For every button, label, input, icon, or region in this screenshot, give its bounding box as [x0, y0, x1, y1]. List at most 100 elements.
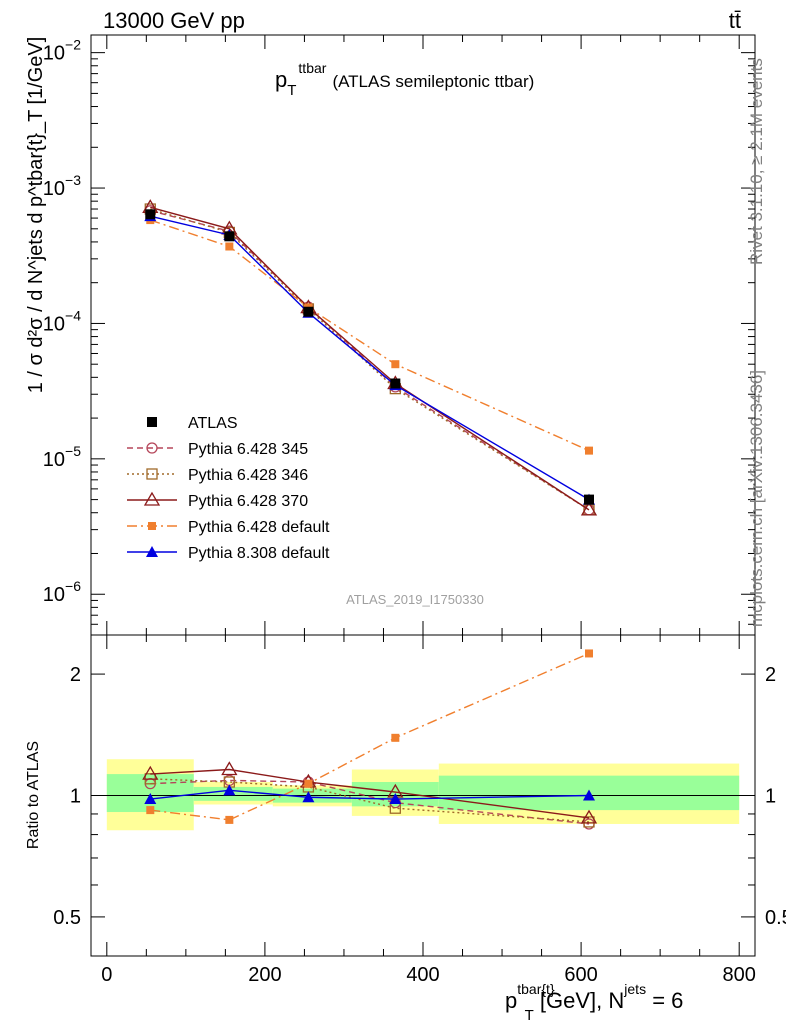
legend-label: ATLAS	[188, 415, 238, 432]
ratio-point-pythia-6-428-370	[142, 765, 159, 780]
data-point-atlas	[390, 378, 401, 389]
main-axis-ticks: 10−610−510−410−310−2	[43, 35, 755, 636]
ratio-y-tick-label: 0.5	[53, 907, 81, 929]
data-point-pythia-6-428-370	[580, 501, 598, 516]
ratio-y-tick-label: 1	[70, 786, 81, 808]
main-y-tick-label: 10−3	[43, 172, 81, 200]
data-point-atlas	[224, 231, 235, 242]
ratio-point-pythia-8-308-default	[389, 793, 402, 805]
ratio-axis-ticks: 0 200 400 600 800 0.5 0.5 1 1 2 2	[53, 635, 786, 986]
series-atlas-data	[145, 209, 594, 505]
main-title-rest: (ATLAS semileptonic ttbar)	[332, 72, 534, 91]
ratio-x-tick-label: 600	[564, 964, 597, 986]
legend-marker	[146, 442, 158, 454]
legend: ATLAS Pythia 6.428 345 Pythia 6.428 346 Pyt…	[127, 415, 330, 562]
main-y-tick-exp: −3	[65, 172, 81, 188]
main-y-tick-base: 10	[43, 178, 65, 200]
mcplots-label: mcplots.cern.ch [arXiv:1306.3436]	[747, 370, 766, 627]
ratio-point-pythia-6-428-346	[583, 816, 595, 828]
main-title-sup: ttbar	[298, 60, 326, 76]
ratio-series-layer	[142, 649, 598, 830]
main-series-layer	[142, 199, 598, 516]
xlabel-p: p	[505, 988, 517, 1013]
data-point-pythia-6-428-default	[225, 242, 234, 251]
process-label: tt̄	[729, 8, 741, 33]
ratio-point-pythia-8-308-default	[302, 791, 315, 803]
ratio-x-tick-label: 0	[101, 964, 112, 986]
ratio-x-tick-label: 400	[406, 964, 439, 986]
ratio-series-pythia-6-428-default	[146, 649, 593, 824]
ratio-point-pythia-6-428-370	[221, 761, 238, 776]
main-y-tick-base: 10	[43, 584, 65, 606]
legend-marker	[147, 417, 157, 427]
legend-item-pythia-6-428-345: Pythia 6.428 345	[127, 441, 308, 458]
xlabel-sub: T	[525, 1007, 534, 1024]
ratio-point-pythia-6-428-default	[304, 779, 313, 788]
ratio-series-pythia-8-308-default	[144, 784, 595, 805]
ratio-y-tick-label-right: 2	[765, 664, 776, 686]
x-axis-label: ptbar{t} T [GeV], Njets = 6	[505, 981, 683, 1024]
main-y-tick-base: 10	[43, 43, 65, 65]
legend-item-pythia-6-428-default: Pythia 6.428 default	[127, 519, 330, 536]
main-title: pTttbar (ATLAS semileptonic ttbar)	[275, 60, 534, 99]
legend-marker	[143, 491, 161, 506]
ratio-point-pythia-6-428-370	[580, 809, 598, 824]
ratio-ylabel: Ratio to ATLAS	[25, 741, 42, 849]
main-y-tick-label: 10−4	[43, 307, 81, 335]
main-y-tick-exp: −4	[65, 307, 81, 323]
legend-marker	[148, 522, 156, 530]
main-y-tick-label: 10−5	[43, 443, 81, 471]
ratio-x-tick-label: 800	[723, 964, 756, 986]
legend-label: Pythia 8.308 default	[188, 545, 330, 562]
legend-label: Pythia 6.428 345	[188, 441, 308, 458]
ratio-point-pythia-6-428-default	[585, 649, 593, 658]
main-ylabel: 1 / σ d²σ / d N^jets d p^tbar{t}_T [1/Ge…	[25, 37, 47, 394]
xlabel-sup2: jets	[623, 981, 646, 997]
ratio-point-pythia-6-428-default	[146, 806, 155, 815]
data-point-atlas	[303, 306, 314, 317]
data-point-pythia-6-428-default	[391, 360, 400, 369]
main-title-sub: T	[287, 82, 296, 99]
legend-label: Pythia 6.428 default	[188, 519, 330, 536]
data-point-pythia-6-428-default	[585, 446, 593, 455]
data-point-atlas	[145, 209, 156, 220]
ratio-point-pythia-8-308-default	[583, 789, 595, 801]
ratio-y-tick-label-right: 0.5	[765, 907, 786, 929]
ratio-line-pythia-6-428-345	[150, 779, 590, 825]
legend-label: Pythia 6.428 370	[188, 493, 308, 510]
legend-marker	[146, 546, 158, 557]
xlabel-mid: [GeV], N	[534, 988, 624, 1013]
legend-marker	[146, 468, 158, 480]
ratio-point-pythia-8-308-default	[223, 784, 236, 796]
main-y-tick-exp: −2	[65, 37, 81, 53]
series-pythia-8-308-default	[144, 210, 595, 505]
ratio-point-pythia-6-428-default	[391, 733, 400, 742]
legend-label: Pythia 6.428 346	[188, 467, 308, 484]
main-y-tick-exp: −6	[65, 578, 81, 594]
main-y-tick-exp: −5	[65, 443, 81, 459]
main-y-tick-label: 10−6	[43, 578, 81, 606]
xlabel-tail: = 6	[646, 988, 683, 1013]
ratio-point-pythia-8-308-default	[144, 793, 157, 805]
xlabel-sup: tbar{t}	[517, 981, 555, 997]
energy-label: 13000 GeV pp	[103, 8, 245, 33]
main-y-tick-base: 10	[43, 449, 65, 471]
series-line-pythia-6-428-346	[150, 208, 590, 511]
legend-item-pythia-6-428-346: Pythia 6.428 346	[127, 467, 308, 484]
legend-item-pythia-6-428-370: Pythia 6.428 370	[127, 491, 308, 510]
series-line-pythia-6-428-370	[150, 206, 590, 511]
data-point-atlas	[584, 494, 594, 505]
ratio-x-tick-label: 200	[248, 964, 281, 986]
analysis-watermark: ATLAS_2019_I1750330	[346, 592, 484, 607]
ratio-y-tick-label: 2	[70, 664, 81, 686]
ratio-y-tick-label-right: 1	[765, 786, 776, 808]
main-y-tick-label: 10−2	[43, 37, 81, 65]
legend-item-pythia-8-308-default: Pythia 8.308 default	[127, 545, 330, 562]
main-y-tick-base: 10	[43, 313, 65, 335]
ratio-uncertainty-bands	[106, 759, 740, 831]
ratio-point-pythia-6-428-default	[225, 815, 234, 824]
legend-item-atlas: ATLAS	[147, 415, 238, 432]
main-title-p: p	[275, 67, 287, 92]
rivet-version-label: Rivet 3.1.10, ≥ 2.1M events	[747, 58, 766, 265]
